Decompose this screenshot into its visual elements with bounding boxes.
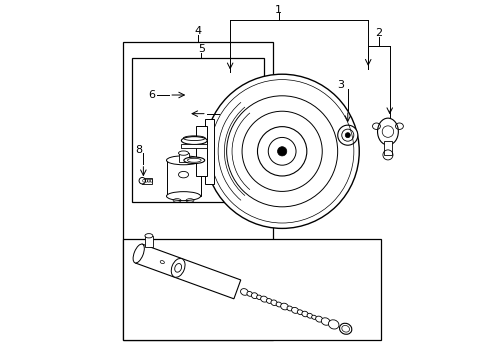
Text: 4: 4 <box>194 26 201 36</box>
Ellipse shape <box>240 289 248 295</box>
Ellipse shape <box>297 310 302 315</box>
Ellipse shape <box>339 323 351 334</box>
Ellipse shape <box>291 307 298 313</box>
Ellipse shape <box>321 318 329 325</box>
Ellipse shape <box>301 311 307 317</box>
Bar <box>166 160 200 196</box>
Ellipse shape <box>178 171 188 178</box>
Circle shape <box>204 74 359 228</box>
Ellipse shape <box>166 192 200 201</box>
Ellipse shape <box>377 118 398 145</box>
Ellipse shape <box>139 177 145 184</box>
Ellipse shape <box>246 292 252 296</box>
Ellipse shape <box>181 136 207 144</box>
Ellipse shape <box>276 302 281 307</box>
Ellipse shape <box>144 234 153 238</box>
Polygon shape <box>135 244 240 299</box>
Circle shape <box>226 96 337 207</box>
Ellipse shape <box>178 151 188 155</box>
Ellipse shape <box>270 300 277 306</box>
Bar <box>181 144 207 148</box>
Bar <box>131 58 264 202</box>
Bar <box>122 239 380 339</box>
Ellipse shape <box>286 306 292 311</box>
Circle shape <box>337 125 357 145</box>
Ellipse shape <box>256 295 261 300</box>
Circle shape <box>345 133 349 138</box>
Text: 7: 7 <box>220 109 227 119</box>
Text: 2: 2 <box>375 28 382 38</box>
Text: 5: 5 <box>198 45 204 54</box>
Ellipse shape <box>260 296 267 302</box>
Bar <box>144 236 153 247</box>
Text: 3: 3 <box>336 80 344 90</box>
Bar <box>205 119 214 184</box>
Circle shape <box>277 147 286 156</box>
Text: 6: 6 <box>147 90 154 100</box>
Bar <box>196 126 207 176</box>
Ellipse shape <box>166 156 200 165</box>
Ellipse shape <box>183 157 204 163</box>
Bar <box>122 42 273 339</box>
Ellipse shape <box>306 313 312 318</box>
Bar <box>384 140 391 155</box>
Ellipse shape <box>171 258 184 277</box>
Ellipse shape <box>328 320 338 329</box>
Bar <box>142 178 152 184</box>
Bar <box>178 153 188 162</box>
Ellipse shape <box>266 298 271 303</box>
Text: 8: 8 <box>135 144 142 154</box>
Ellipse shape <box>311 315 316 319</box>
Ellipse shape <box>133 244 144 263</box>
Ellipse shape <box>280 303 288 310</box>
Ellipse shape <box>315 316 322 322</box>
Circle shape <box>257 127 306 176</box>
Ellipse shape <box>251 293 257 298</box>
Text: 1: 1 <box>275 5 282 15</box>
